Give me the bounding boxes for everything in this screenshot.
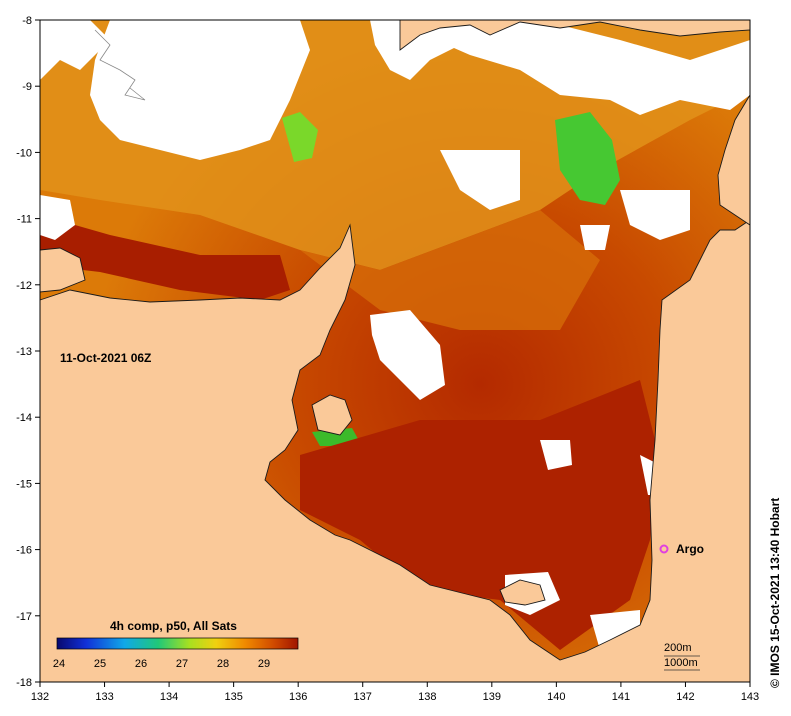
colorbar-tick-label: 29 (258, 658, 270, 670)
lat-tick-label: -15 (16, 478, 32, 490)
colorbar-tick-label: 25 (94, 658, 106, 670)
colorbar-title: 4h comp, p50, All Sats (110, 619, 237, 633)
cloud-mask (90, 20, 310, 160)
lon-tick-label: 139 (483, 691, 501, 703)
cloud-mask (390, 20, 750, 115)
argo-marker[interactable]: Argo (659, 542, 705, 556)
lon-tick-label: 135 (224, 691, 242, 703)
lat-tick-label: -12 (16, 280, 32, 292)
lon-tick-label: 132 (31, 691, 49, 703)
credit-text: © IMOS 15-Oct-2021 13:40 Hobart (768, 498, 782, 688)
lat-axis: -8 -9 -10 -11 -12 -13 -14 -15 -16 -17 -18 (16, 15, 40, 689)
colorbar-tick-label: 26 (135, 658, 147, 670)
argo-icon (659, 544, 669, 554)
colorbar-tick-label: 24 (53, 658, 65, 670)
lat-tick-label: -18 (16, 677, 32, 689)
lat-tick-label: -14 (16, 412, 32, 424)
isobath-1000m-label: 1000m (664, 657, 698, 669)
lat-tick-label: -10 (16, 147, 32, 159)
lon-tick-label: 134 (160, 691, 178, 703)
land-mainland (39, 219, 751, 683)
coastline-trace (94, 29, 146, 101)
cloud-mask (580, 225, 610, 250)
lat-tick-label: -16 (16, 545, 32, 557)
sst-warm-coastal (40, 215, 290, 300)
colorbar: 4h comp, p50, All Sats 24 25 26 27 28 29 (53, 619, 299, 670)
lon-tick-label: 143 (741, 691, 759, 703)
cloud-mask (440, 150, 520, 210)
sst-green-patch (282, 112, 318, 162)
lon-tick-label: 138 (418, 691, 436, 703)
isobath-legend: 200m 1000m (664, 642, 700, 671)
isobath-200m-label: 200m (664, 642, 692, 654)
timestamp-label: 11-Oct-2021 06Z (60, 351, 151, 365)
cloud-mask (370, 310, 445, 400)
lon-tick-label: 137 (354, 691, 372, 703)
cloud-mask (620, 190, 690, 240)
sst-mid-region (300, 210, 600, 330)
lon-tick-label: 140 (547, 691, 565, 703)
lat-tick-label: -13 (16, 346, 32, 358)
colorbar-gradient (56, 637, 299, 650)
lat-tick-label: -11 (17, 214, 32, 226)
land-cape-york (717, 93, 751, 226)
lon-tick-label: 133 (95, 691, 113, 703)
cloud-mask (40, 195, 75, 240)
sst-green-patch (555, 112, 620, 205)
argo-label: Argo (676, 542, 704, 556)
lat-tick-label: -9 (22, 81, 32, 93)
colorbar-tick-label: 27 (176, 658, 188, 670)
lon-axis: 132 133 134 135 136 137 138 139 140 141 142 143 (31, 682, 759, 703)
land-groote-eylandt (311, 394, 353, 436)
lon-tick-label: 136 (289, 691, 307, 703)
lon-tick-label: 141 (612, 691, 630, 703)
colorbar-tick-label: 28 (217, 658, 229, 670)
lon-tick-label: 142 (676, 691, 694, 703)
land-wellesley-islands (499, 579, 546, 606)
lat-tick-label: -8 (22, 15, 32, 27)
cloud-mask (40, 20, 110, 80)
lat-tick-label: -17 (16, 611, 32, 623)
cloud-mask (540, 440, 572, 470)
